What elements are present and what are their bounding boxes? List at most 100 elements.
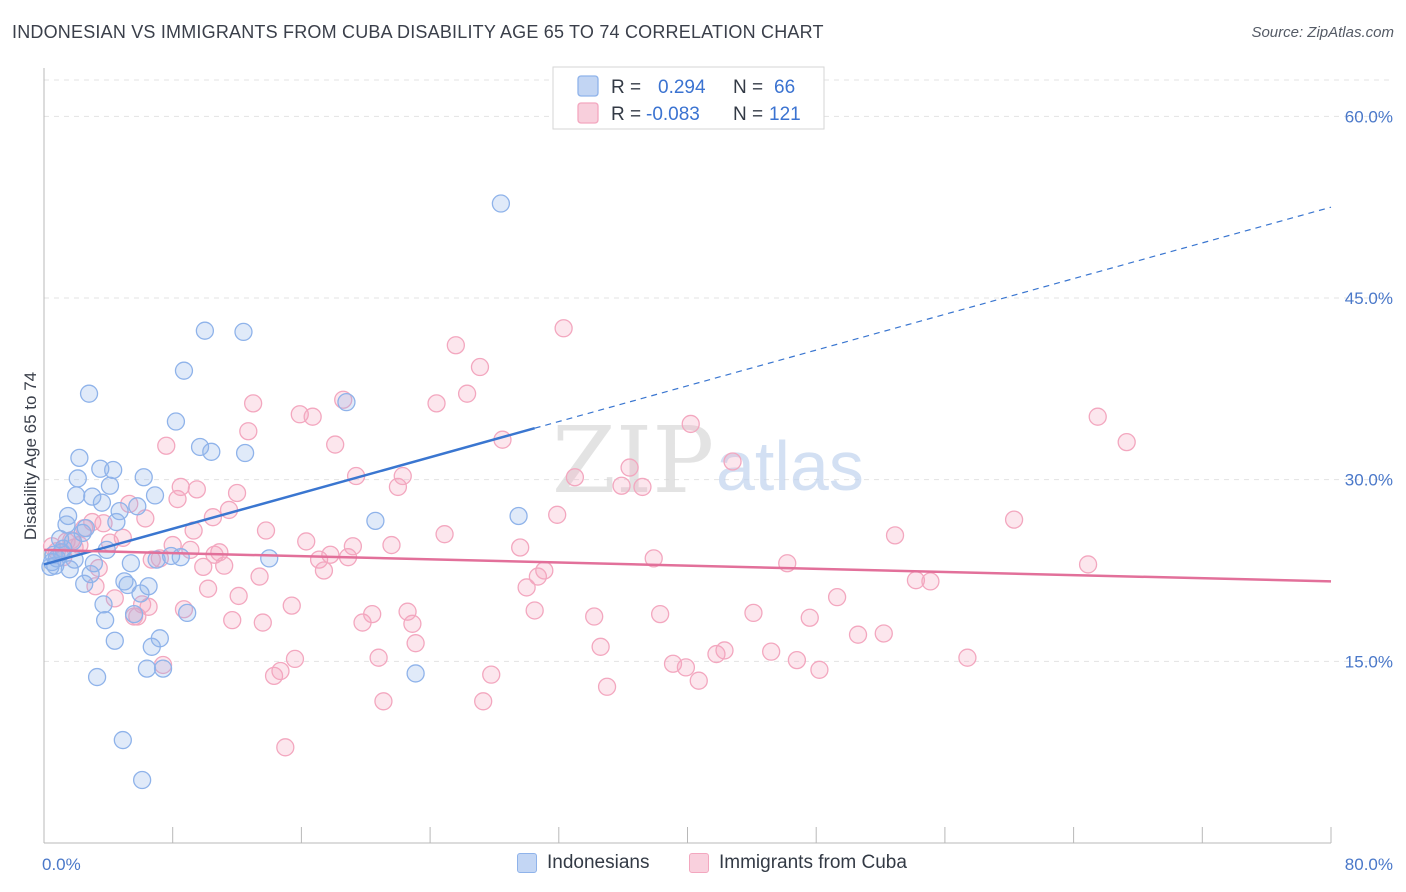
data-point [54,539,73,558]
legend-swatch-indonesians [517,853,537,873]
legend-r-label: R = [611,104,641,125]
data-point [509,506,528,526]
data-point [145,486,165,505]
data-point [535,561,554,580]
data-point [139,577,158,596]
data-point [591,637,610,656]
y-tick-label: 15.0% [1345,652,1393,671]
data-points [41,194,1136,790]
data-point [1078,555,1098,574]
data-point [178,603,197,623]
data-point [885,526,905,545]
trend-lines [43,206,1332,583]
data-point [470,357,490,377]
legend-swatch-cuba [577,102,599,124]
data-point [474,692,493,711]
legend-r-label: R = [611,77,641,98]
watermark: ZIP atlas [552,407,864,514]
data-point [58,506,78,526]
data-point [314,561,334,580]
data-point [276,738,295,757]
data-point [762,642,781,661]
data-point [585,607,604,626]
data-point [76,518,95,538]
chart-title: INDONESIAN VS IMMIGRANTS FROM CUBA DISAB… [12,22,824,42]
data-point [715,641,734,660]
legend-item-indonesians[interactable]: Indonesians [517,852,649,874]
series-cuba [42,319,1136,757]
data-point [104,460,123,480]
data-point [282,596,301,615]
legend-label: Indonesians [547,852,650,873]
data-point [388,477,408,497]
data-point [81,564,100,584]
data-point [243,394,263,413]
data-point [511,538,530,557]
data-point [548,505,567,524]
data-point [921,572,940,591]
data-point [491,194,511,213]
data-point [124,604,144,624]
legend-n-value: 66 [774,77,795,98]
data-point [374,692,393,711]
data-point [787,650,807,670]
grid-lines [44,79,1393,662]
data-point [250,567,269,586]
data-point [92,493,112,512]
data-point [139,597,158,616]
data-point [171,477,190,497]
data-point [326,435,345,454]
data-point [633,477,652,497]
data-point [239,422,258,441]
series-indonesians [41,194,528,790]
data-point [744,603,763,623]
correlation-legend: R = 0.294 N = 66 R = -0.083 N = 121 [552,66,825,130]
data-point [132,770,152,790]
data-point [227,483,247,503]
data-point [874,624,893,643]
data-point [651,604,670,624]
data-point [234,322,253,342]
legend-r-value: -0.083 [646,104,700,125]
data-point [620,458,639,477]
data-point [1088,407,1107,426]
data-point [271,661,290,681]
data-point [334,390,353,409]
data-point [202,442,221,461]
data-point [147,550,166,569]
data-point [297,532,316,551]
data-point [229,586,248,606]
data-point [406,634,425,653]
data-point [517,578,536,597]
data-point [958,648,977,667]
source-label: Source: ZipAtlas.com [1251,24,1394,41]
data-point [110,502,129,521]
data-point [482,665,501,684]
legend-item-cuba[interactable]: Immigrants from Cuba [689,852,907,874]
data-point [446,336,465,355]
data-point [303,407,322,426]
data-point [95,611,115,630]
trend-line [43,427,536,566]
legend-swatch-indonesians [577,75,599,97]
data-point [105,631,124,650]
data-point [153,659,173,678]
data-point [73,523,92,543]
trend-line-extension [534,206,1332,429]
legend-n-value: 121 [769,104,801,125]
data-point [597,677,617,696]
data-point [554,319,573,338]
data-point [366,511,385,530]
legend-n-label: N = [733,77,763,98]
data-point [187,480,206,499]
data-point [166,412,186,431]
data-point [612,476,631,495]
data-point [457,384,477,403]
y-tick-label: 60.0% [1345,107,1393,126]
data-point [676,658,696,677]
x-tick-label: 80.0% [1345,855,1393,874]
data-point [723,452,742,471]
x-tick-labels: 0.0% 80.0% [42,855,1393,874]
data-point [157,436,176,455]
